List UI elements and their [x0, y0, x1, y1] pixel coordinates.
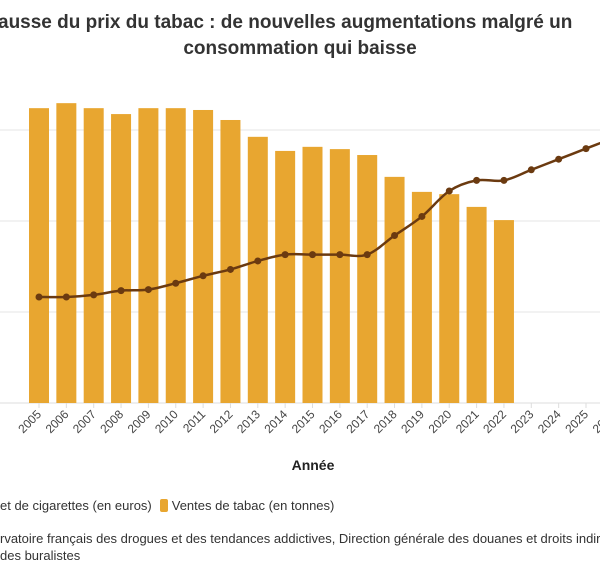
price-point-2006[interactable] [62, 293, 70, 301]
x-tick-label: 2016 [316, 407, 345, 436]
x-tick-label: 2019 [398, 407, 427, 436]
price-line [38, 141, 600, 299]
price-point-2022[interactable] [500, 176, 508, 184]
chart-title-line2: consommation qui baisse [183, 38, 417, 59]
x-tick-label: 2005 [15, 407, 44, 436]
x-tick-label: 2006 [43, 407, 72, 436]
price-point-2014[interactable] [281, 251, 289, 259]
bar-2006[interactable] [56, 103, 77, 403]
x-tick-label: 2024 [535, 407, 564, 436]
x-tick-label: 2010 [152, 407, 181, 436]
x-tick-label: 2025 [562, 407, 591, 436]
legend: et de cigarettes (en euros) Ventes de ta… [0, 498, 334, 513]
x-tick-label: 2023 [508, 407, 537, 436]
bar-2009[interactable] [138, 108, 159, 403]
x-tick-label: 2026 [590, 407, 600, 436]
x-axis-title: Année [292, 457, 335, 473]
bar-2016[interactable] [329, 149, 350, 403]
price-point-2025[interactable] [582, 145, 590, 153]
x-tick-label: 2015 [289, 407, 318, 436]
chart-title-line1: ausse du prix du tabac : de nouvelles au… [0, 12, 573, 33]
x-tick-label: 2014 [261, 407, 290, 436]
x-tick-label: 2013 [234, 407, 263, 436]
x-tick-label: 2021 [453, 407, 482, 436]
bar-2017[interactable] [357, 155, 378, 403]
price-point-2021[interactable] [473, 176, 481, 184]
price-point-2005[interactable] [35, 293, 43, 301]
bar-2010[interactable] [165, 108, 186, 403]
bar-2020[interactable] [439, 194, 460, 403]
x-tick-label: 2007 [70, 407, 99, 436]
price-point-2008[interactable] [117, 287, 125, 295]
bar-2005[interactable] [29, 108, 49, 403]
price-point-2007[interactable] [90, 291, 98, 299]
price-point-2010[interactable] [172, 279, 180, 287]
bar-2007[interactable] [83, 108, 104, 403]
x-tick-label: 2011 [180, 407, 208, 435]
bar-2021[interactable] [466, 206, 487, 403]
price-point-2009[interactable] [144, 286, 152, 294]
x-tick-label: 2018 [371, 407, 400, 436]
price-point-2020[interactable] [445, 187, 453, 195]
legend-item-price[interactable]: et de cigarettes (en euros) [0, 498, 152, 513]
bar-2014[interactable] [275, 150, 296, 403]
price-point-2015[interactable] [309, 251, 316, 259]
price-point-2019[interactable] [418, 212, 426, 220]
bar-2015[interactable] [302, 146, 323, 403]
price-point-2013[interactable] [254, 257, 262, 265]
x-tick-label: 2012 [207, 407, 236, 436]
bar-2019[interactable] [411, 191, 432, 403]
price-point-2018[interactable] [391, 232, 399, 240]
price-point-2024[interactable] [555, 155, 563, 163]
legend-item-sales[interactable]: Ventes de tabac (en tonnes) [171, 498, 335, 513]
x-tick-label: 2017 [344, 407, 373, 436]
bar-2022[interactable] [493, 220, 514, 403]
bar-2008[interactable] [111, 114, 132, 403]
bar-2011[interactable] [193, 109, 214, 403]
x-tick-label: 2008 [97, 407, 126, 436]
price-point-2017[interactable] [363, 251, 371, 259]
source-line1: rvatoire français des drogues et des ten… [0, 531, 600, 546]
x-tick-label: 2022 [480, 407, 509, 436]
price-point-2012[interactable] [226, 265, 234, 273]
price-point-2023[interactable] [527, 166, 535, 174]
x-tick-label: 2009 [125, 407, 154, 436]
price-point-2011[interactable] [199, 272, 207, 280]
bar-2012[interactable] [220, 119, 241, 404]
legend-bar-swatch [159, 499, 168, 512]
bar-2013[interactable] [247, 136, 268, 403]
x-tick-label: 2020 [426, 407, 455, 436]
source-line2: des buralistes [0, 548, 81, 563]
bar-2018[interactable] [384, 176, 405, 403]
price-point-2016[interactable] [336, 251, 344, 259]
